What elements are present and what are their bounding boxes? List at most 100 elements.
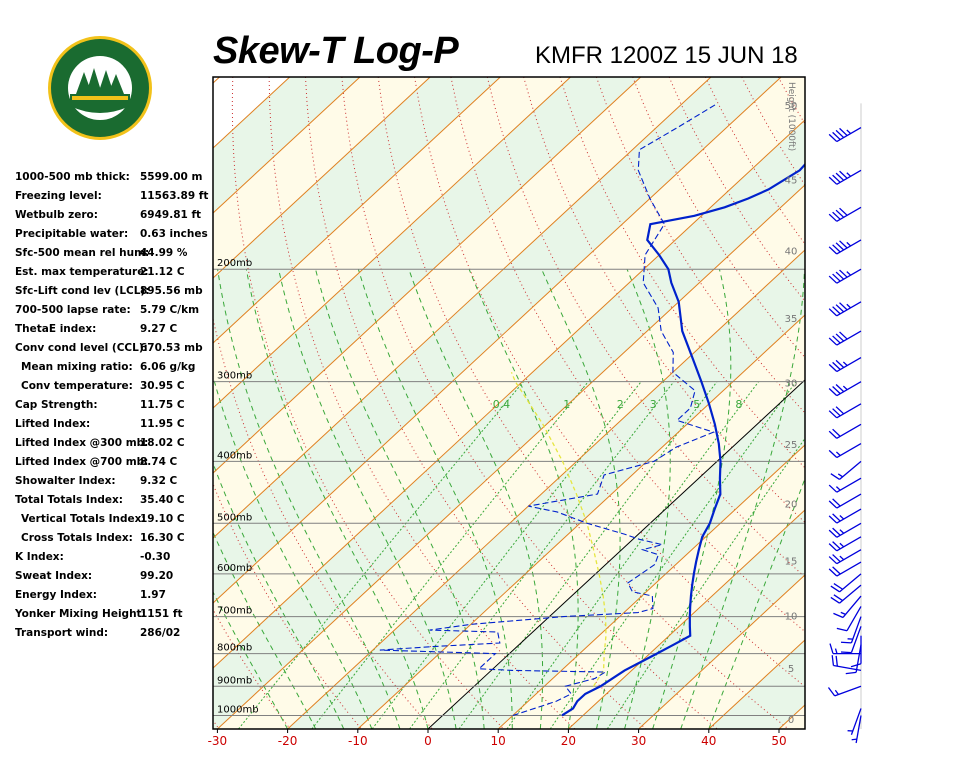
wind-barb-staff (842, 595, 862, 618)
index-label: Vertical Totals Index: (21, 513, 146, 525)
index-value: 670.53 mb (140, 342, 203, 354)
wind-barb-flag (830, 473, 840, 480)
wind-barb-staff (836, 508, 862, 524)
wind-barb-flag (839, 207, 848, 216)
wind-barb (830, 573, 862, 593)
wind-barb-half-flag (846, 241, 852, 247)
moist-adiabat-line (541, 268, 621, 729)
wind-barb-flag (839, 331, 848, 340)
moist-adiabat-line (213, 531, 317, 729)
wind-barb-staff (839, 573, 862, 593)
wind-barb (828, 206, 862, 222)
wind-barb (829, 643, 861, 655)
dry-adiabat-line (632, 77, 805, 359)
wind-barb-flag (828, 363, 838, 372)
isotherm-line (287, 249, 805, 729)
wind-barb-staff (836, 549, 862, 565)
index-value: -0.30 (140, 551, 171, 563)
mixing-ratio-label: 3 (650, 398, 657, 411)
wind-barb-staff (850, 616, 862, 644)
dry-adiabat-line (815, 77, 960, 729)
mixing-ratio-label: 0.4 (493, 398, 511, 411)
index-row: ThetaE index: 9.27 C (15, 320, 215, 339)
wind-barb (845, 644, 862, 675)
index-row: Sfc-500 mean rel hum: 44.99 % (15, 244, 215, 263)
isotherm-line (213, 77, 571, 409)
dry-adiabat-line (213, 482, 362, 729)
wind-barb-flag (835, 304, 845, 313)
x-tick-label: -10 (348, 734, 368, 748)
wind-barb (828, 381, 862, 397)
height-tick-label: 10 (785, 611, 798, 622)
pressure-label: 300mb (217, 371, 252, 382)
wind-barb-flag (835, 271, 845, 280)
wind-barb-staff (836, 356, 862, 373)
wind-barb-flag (850, 663, 862, 668)
index-value: 6.06 g/kg (140, 361, 196, 373)
x-tick-label: 20 (561, 734, 576, 748)
wind-barb-flag (832, 335, 841, 344)
wind-barb-flag (832, 174, 841, 183)
wind-barb-flag (828, 430, 838, 439)
wind-barb-flag (839, 269, 848, 278)
wind-barb (827, 685, 862, 697)
wind-barb-flag (840, 641, 852, 644)
isotherm-line (213, 77, 431, 279)
wind-barb-half-flag (839, 555, 845, 561)
wind-barb-flag (828, 500, 838, 509)
wind-barb-flag (835, 406, 845, 415)
index-label: 1000-500 mb thick: (15, 171, 130, 183)
isotherm-line (849, 77, 960, 729)
index-row: Freezing level: 11563.89 ft (15, 187, 215, 206)
wind-barb-staff (836, 522, 862, 538)
wind-barb-staff (836, 442, 862, 459)
dry-adiabat-line (213, 719, 220, 729)
index-value: 895.56 mb (140, 285, 203, 297)
index-row: Mean mixing ratio: 6.06 g/kg (15, 358, 215, 377)
wind-barb-staff (836, 423, 862, 439)
wind-barb-flag (828, 410, 838, 419)
wind-barb (828, 126, 862, 143)
dry-adiabat-line (924, 77, 960, 729)
wind-barb-flag (829, 643, 834, 654)
wind-barb-flag (832, 554, 841, 563)
moist-adiabat-line (680, 269, 805, 729)
plot-area (213, 77, 960, 729)
moist-adiabat-line (408, 269, 544, 729)
moist-adiabat-line (357, 269, 513, 729)
parcel-trace (510, 371, 607, 687)
height-tick-label: 35 (785, 314, 798, 325)
wind-barb-flag (832, 566, 841, 575)
wind-barb-flag (833, 594, 843, 602)
dry-adiabat-line (851, 77, 960, 729)
wind-barb (830, 584, 862, 604)
wind-barb-flag (828, 449, 838, 458)
index-row: Conv cond level (CCL): 670.53 mb (15, 339, 215, 358)
index-value: 11.75 C (140, 399, 185, 411)
index-row: Cross Totals Index: 16.30 C (15, 529, 215, 548)
isotherm-line (213, 77, 501, 344)
wind-barb-staff (850, 626, 862, 653)
wind-barb (828, 522, 862, 538)
index-value: 8.74 C (140, 456, 178, 468)
dry-adiabat-line (414, 77, 805, 688)
index-value: 1.97 (140, 589, 166, 601)
moist-adiabat-line (245, 269, 429, 729)
index-value: 21.12 C (140, 266, 185, 278)
wind-barb-flag (832, 408, 841, 417)
oregon-department-of-forestry-logo (48, 36, 152, 140)
height-axis-label: Height (1000ft) (786, 82, 796, 151)
index-label: Conv temperature: (21, 380, 133, 392)
wind-barb-flag (828, 529, 838, 538)
height-tick-label: 30 (785, 378, 798, 389)
wind-barb-flag (828, 387, 838, 397)
wind-barb-flag (832, 131, 841, 141)
wind-barb-staff (839, 584, 862, 604)
index-row: Sfc-Lift cond lev (LCL): 895.56 mb (15, 282, 215, 301)
index-label: Cap Strength: (15, 399, 98, 411)
wind-barb-staff (850, 708, 862, 735)
wind-barb-flag (832, 541, 841, 550)
pressure-label: 800mb (217, 643, 252, 654)
dry-adiabat-line (887, 77, 960, 729)
index-value: 9.32 C (140, 475, 178, 487)
